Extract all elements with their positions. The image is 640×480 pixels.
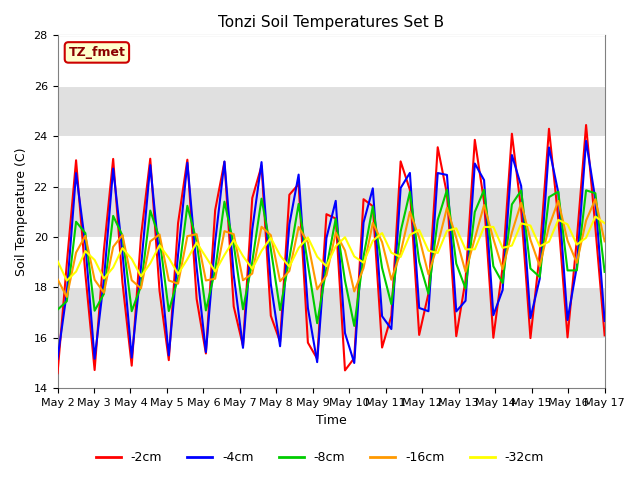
Line: -2cm: -2cm [58,125,605,373]
-4cm [54,356,61,362]
Title: Tonzi Soil Temperatures Set B: Tonzi Soil Temperatures Set B [218,15,444,30]
-16cm [601,239,609,244]
Bar [58,288,605,338]
-32cm [248,266,256,272]
-2cm [230,303,237,309]
-8cm [351,323,358,329]
-8cm [406,189,413,195]
-4cm [351,360,358,366]
Line: -4cm: -4cm [58,141,605,363]
-8cm [147,208,154,214]
Legend: -2cm, -4cm, -8cm, -16cm, -32cm: -2cm, -4cm, -8cm, -16cm, -32cm [91,446,549,469]
-2cm [211,207,219,213]
-8cm [211,267,219,273]
-16cm [202,277,210,283]
-16cm [156,231,163,237]
-32cm [54,258,61,264]
-32cm [202,254,210,260]
-4cm [239,345,247,351]
-2cm [397,158,404,164]
-8cm [230,241,237,247]
-16cm [591,196,599,202]
-2cm [54,370,61,376]
Text: TZ_fmet: TZ_fmet [68,46,125,59]
-8cm [54,307,61,312]
-4cm [601,318,609,324]
-8cm [193,239,200,244]
-2cm [147,156,154,162]
-2cm [239,343,247,349]
-2cm [582,122,590,128]
Bar [58,187,605,237]
-32cm [63,278,70,284]
-16cm [54,276,61,282]
-2cm [601,333,609,338]
-16cm [406,209,413,215]
Y-axis label: Soil Temperature (C): Soil Temperature (C) [15,147,28,276]
-8cm [601,269,609,275]
Line: -16cm: -16cm [58,199,605,297]
-4cm [211,239,219,245]
-32cm [601,220,609,226]
-16cm [239,277,247,283]
-32cm [221,252,228,258]
Line: -32cm: -32cm [58,216,605,281]
-32cm [239,253,247,259]
-4cm [230,272,237,277]
-16cm [63,294,70,300]
-16cm [221,228,228,234]
-32cm [406,232,413,238]
-8cm [443,187,451,192]
-32cm [591,214,599,219]
-8cm [239,306,247,312]
-4cm [582,138,590,144]
Bar [58,86,605,136]
-16cm [248,271,256,276]
-4cm [193,264,200,270]
Line: -8cm: -8cm [58,190,605,326]
-32cm [156,242,163,248]
X-axis label: Time: Time [316,414,346,427]
-4cm [406,170,413,176]
-2cm [193,296,200,302]
-4cm [147,162,154,168]
